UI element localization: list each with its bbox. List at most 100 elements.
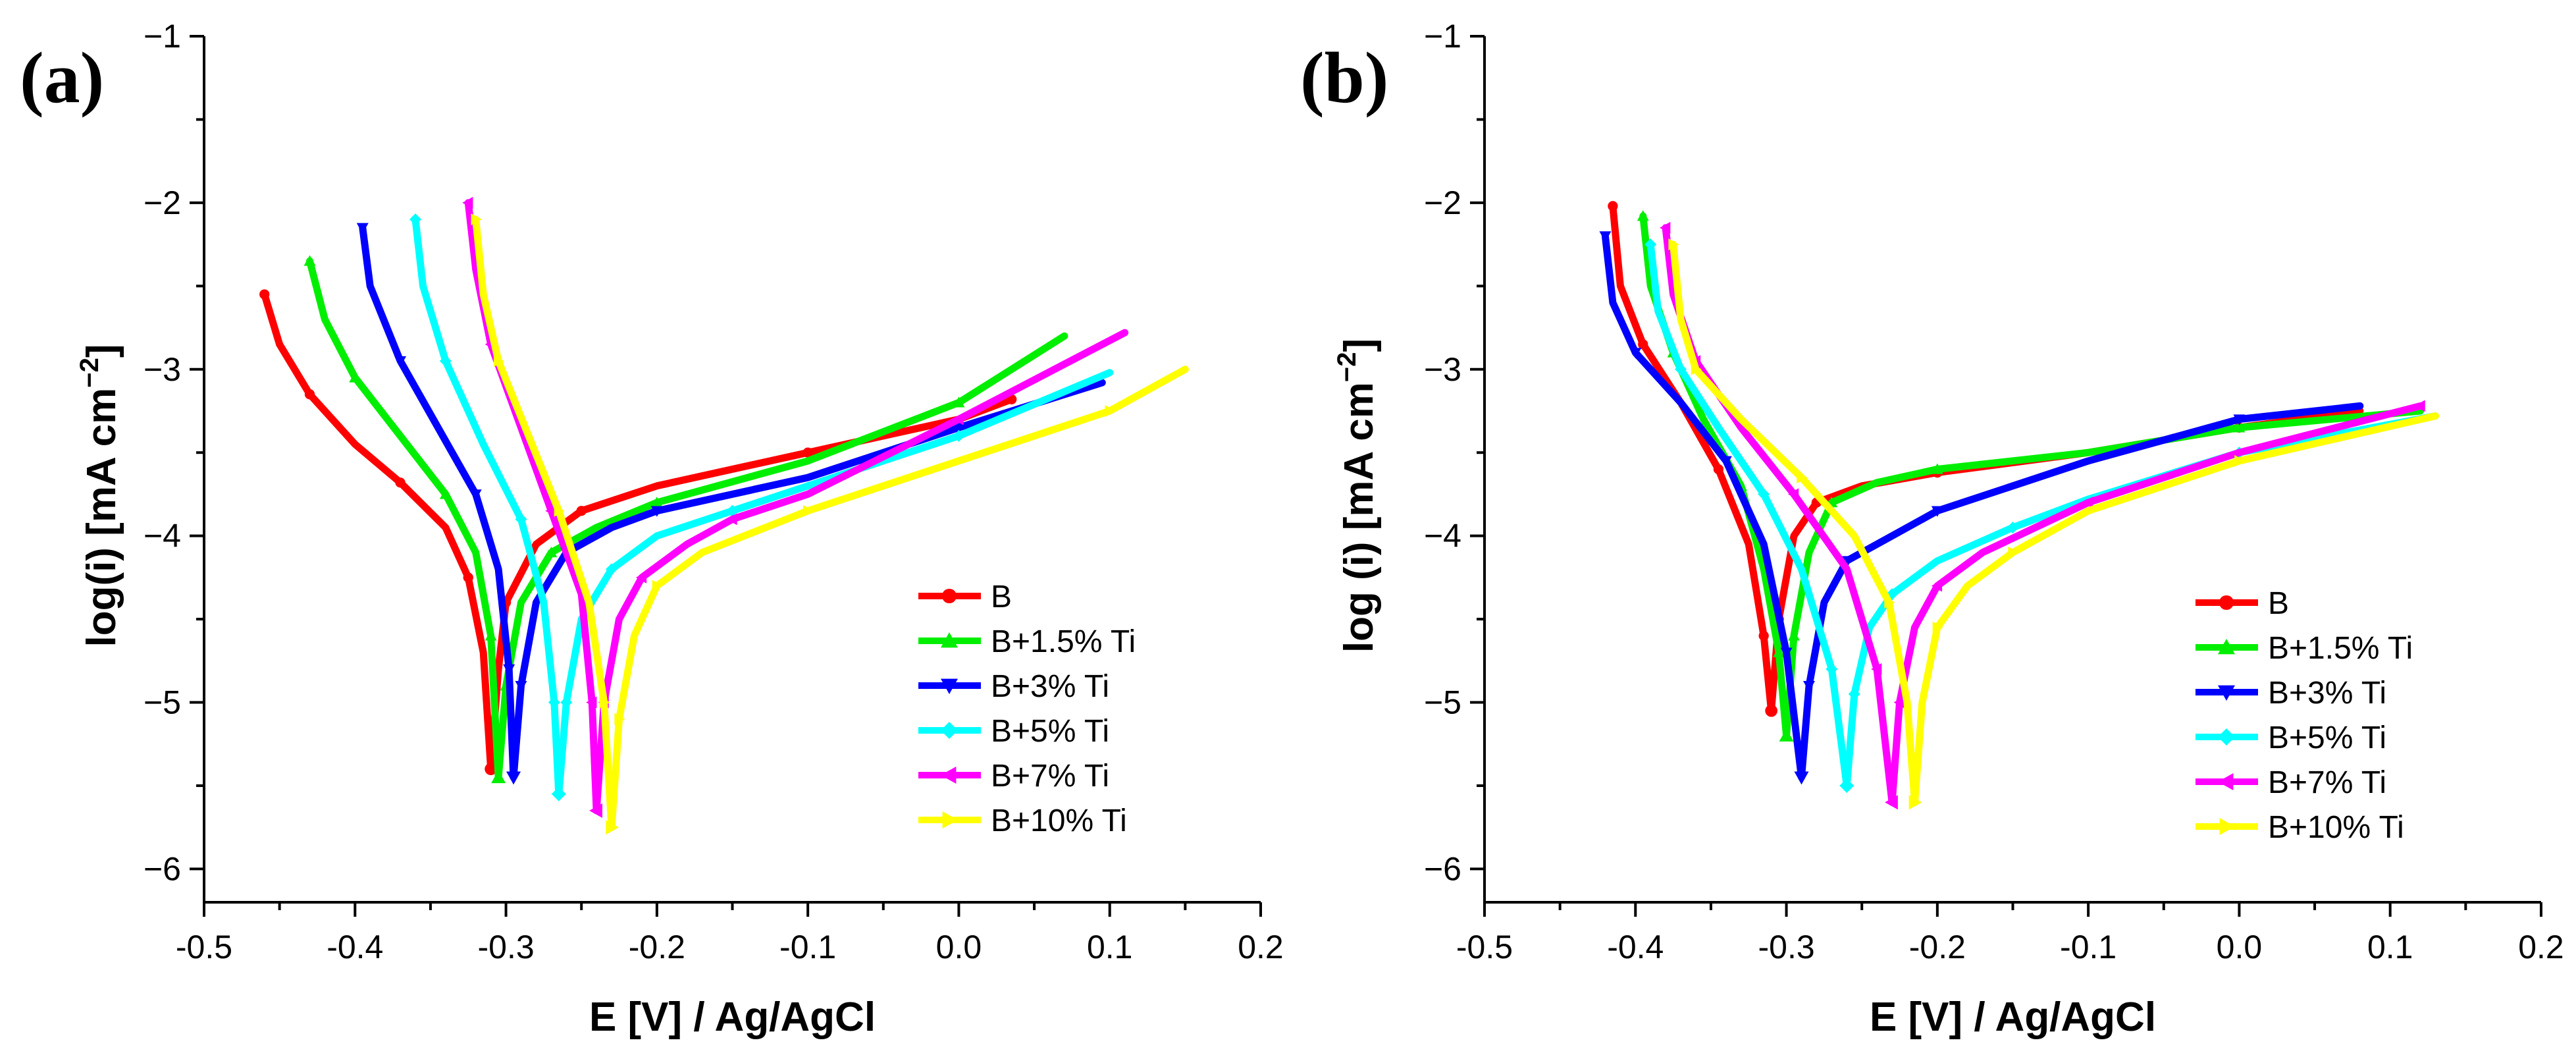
- data-point: [503, 664, 515, 675]
- legend-label: B: [2268, 586, 2289, 621]
- legend-marker: [2219, 595, 2234, 611]
- series-1: [303, 255, 1068, 784]
- data-point: [515, 513, 527, 526]
- y-axis-title-main: log (i) [mA cm: [1336, 382, 1382, 653]
- corrosion-point: [1885, 795, 1898, 810]
- x-tick-label: 0.1: [1087, 929, 1133, 965]
- x-tick-label: -0.2: [1909, 929, 1966, 965]
- y-axis-title-close: ]: [1336, 339, 1382, 352]
- legend-label: B+7% Ti: [2268, 765, 2386, 800]
- corrosion-point: [589, 803, 602, 818]
- data-point: [2082, 497, 2093, 509]
- series-line: [1646, 240, 2439, 790]
- panel-a: (a) -0.5 -0.4 -0.3 -0.2 -0.1 0.0 0.1 0.2 −6 −5 −4 −3…: [20, 18, 1284, 1040]
- data-point: [726, 504, 739, 517]
- series-line: [306, 257, 1068, 781]
- y-tick-label: −6: [1424, 850, 1461, 887]
- data-point: [493, 355, 505, 367]
- x-tick-label: -0.3: [1758, 929, 1814, 965]
- data-point: [1629, 348, 1642, 359]
- panel-label: (a): [20, 38, 104, 118]
- data-point: [1931, 506, 1943, 517]
- legend-marker: [941, 678, 958, 694]
- data-point: [802, 504, 814, 517]
- data-point: [953, 396, 965, 408]
- x-tick-label: -0.1: [779, 929, 836, 965]
- corrosion-point: [1908, 795, 1922, 810]
- y-tick-label: −4: [1424, 518, 1461, 555]
- data-point: [650, 506, 663, 517]
- data-point: [462, 196, 473, 209]
- y-tick-label: −2: [1424, 184, 1461, 221]
- series-0: [259, 289, 1017, 776]
- legend-marker: [941, 722, 958, 739]
- corrosion-point: [491, 770, 506, 784]
- x-tick-label: -0.5: [176, 929, 232, 965]
- x-tick-label: -0.4: [1607, 929, 1664, 965]
- data-point: [394, 356, 407, 367]
- data-point: [469, 489, 482, 501]
- data-point: [1608, 201, 1618, 211]
- y-tick-label: −5: [144, 684, 181, 721]
- legend-marker: [2218, 728, 2235, 746]
- data-point: [599, 696, 610, 709]
- y-tick-label: −1: [144, 18, 181, 55]
- y-tick-label: −4: [144, 518, 181, 555]
- legend-marker: [941, 632, 958, 648]
- series-5: [471, 213, 1189, 835]
- y-axis-title: log(i) [mA cm−2]: [75, 344, 124, 647]
- legend-label: B+10% Ti: [2268, 810, 2404, 845]
- data-point: [650, 497, 663, 508]
- x-tick-label: 0.0: [2217, 929, 2263, 965]
- data-point: [606, 563, 618, 576]
- corrosion-point: [1765, 704, 1777, 717]
- legend-label: B+5% Ti: [2268, 720, 2386, 755]
- data-point: [2233, 414, 2246, 425]
- x-tick-label: 0.2: [1238, 929, 1284, 965]
- data-point: [1780, 647, 1793, 659]
- data-point: [652, 580, 663, 592]
- legend-label: B+10% Ti: [991, 803, 1127, 838]
- panel-label: (b): [1300, 38, 1388, 118]
- x-tick-label: -0.1: [2060, 929, 2116, 965]
- x-tick-label: 0.2: [2518, 929, 2564, 965]
- data-point: [1848, 688, 1860, 700]
- data-point: [953, 429, 965, 442]
- legend: B B+1.5% Ti B+3% Ti B+5% Ti B+7% Ti B+10% Ti: [918, 580, 1136, 838]
- y-tick-label: −2: [144, 184, 181, 221]
- corrosion-point: [506, 771, 521, 785]
- data-point: [1871, 663, 1882, 675]
- x-axis-title: E [V] / Ag/AgCl: [589, 994, 876, 1040]
- y-axis-title: log (i) [mA cm−2]: [1332, 339, 1382, 653]
- data-point: [1638, 339, 1648, 350]
- legend-marker: [941, 767, 957, 784]
- data-point: [545, 546, 558, 558]
- data-point: [439, 355, 452, 367]
- corrosion-point: [1779, 728, 1794, 742]
- y-tick-label: −6: [144, 850, 181, 887]
- legend-label: B+1.5% Ti: [2268, 631, 2413, 666]
- corrosion-point: [1839, 778, 1854, 793]
- series-line: [1669, 240, 2439, 806]
- series-3: [409, 213, 1114, 801]
- data-point: [560, 696, 573, 709]
- x-tick-label: -0.2: [629, 929, 685, 965]
- data-point: [1720, 456, 1732, 467]
- data-point: [463, 572, 473, 583]
- x-tick-label: 0.1: [2367, 929, 2413, 965]
- y-axis-title-main: log(i) [mA cm: [79, 388, 124, 647]
- series-5: [1668, 238, 2439, 810]
- legend-marker: [2218, 685, 2235, 701]
- data-point: [554, 504, 565, 517]
- series-line: [261, 290, 1016, 773]
- data-point: [953, 423, 965, 434]
- data-point: [2233, 421, 2246, 433]
- x-tick-label: -0.4: [327, 929, 383, 965]
- series-line: [1601, 232, 2364, 781]
- series-line: [472, 215, 1189, 831]
- data-point: [349, 371, 361, 383]
- legend: B B+1.5% Ti B+3% Ti B+5% Ti B+7% Ti B+10% Ti: [2195, 586, 2413, 845]
- y-axis-title-close: ]: [79, 344, 124, 358]
- legend-label: B+7% Ti: [991, 759, 1109, 794]
